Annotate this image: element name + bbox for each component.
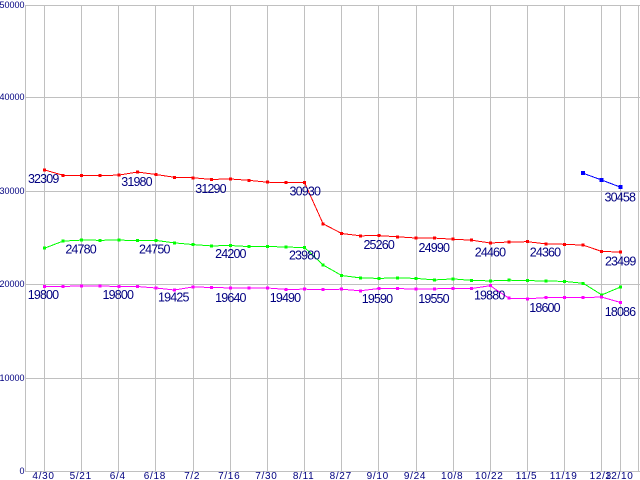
svg-text:6/4: 6/4 [110,471,126,480]
svg-text:0: 0 [19,466,24,476]
svg-text:20000: 20000 [0,279,25,289]
svg-text:5/21: 5/21 [70,471,92,480]
svg-text:23980: 23980 [289,248,320,262]
svg-text:31290: 31290 [195,182,226,196]
svg-text:24780: 24780 [65,243,96,257]
svg-text:30458: 30458 [605,190,636,204]
svg-text:18600: 18600 [529,301,560,315]
svg-text:7/16: 7/16 [218,471,240,480]
svg-text:10/22: 10/22 [475,471,504,480]
svg-text:30000: 30000 [0,186,25,196]
svg-text:10000: 10000 [0,373,25,383]
svg-text:4/30: 4/30 [32,471,54,480]
svg-text:32309: 32309 [28,172,59,186]
svg-text:19800: 19800 [28,288,59,302]
svg-text:9/10: 9/10 [367,471,389,480]
svg-text:50000: 50000 [0,0,25,10]
svg-text:8/27: 8/27 [330,471,352,480]
svg-text:19490: 19490 [270,291,301,305]
svg-text:10/8: 10/8 [441,471,463,480]
svg-text:19590: 19590 [362,292,393,306]
svg-text:24750: 24750 [139,243,170,257]
svg-text:12/10: 12/10 [605,471,634,480]
svg-text:24200: 24200 [215,247,246,261]
svg-text:11/19: 11/19 [550,471,578,480]
svg-text:19550: 19550 [418,292,449,306]
svg-text:24990: 24990 [419,241,450,255]
svg-text:19640: 19640 [215,291,246,305]
svg-text:24360: 24360 [530,246,561,260]
svg-text:11/5: 11/5 [516,471,538,480]
svg-text:7/30: 7/30 [255,471,277,480]
svg-text:7/2: 7/2 [184,471,200,480]
svg-text:12/3: 12/3 [590,471,612,480]
svg-text:19425: 19425 [158,290,189,304]
svg-text:25260: 25260 [363,238,394,252]
svg-text:6/18: 6/18 [144,471,166,480]
svg-text:18086: 18086 [605,305,636,319]
svg-text:9/24: 9/24 [404,471,426,480]
svg-text:19880: 19880 [474,288,505,302]
svg-text:31980: 31980 [121,175,152,189]
svg-text:8/11: 8/11 [293,471,315,480]
svg-text:19800: 19800 [103,288,134,302]
svg-text:24460: 24460 [475,246,506,260]
svg-text:40000: 40000 [0,92,25,102]
svg-text:30930: 30930 [290,185,321,199]
svg-text:23499: 23499 [605,255,636,269]
